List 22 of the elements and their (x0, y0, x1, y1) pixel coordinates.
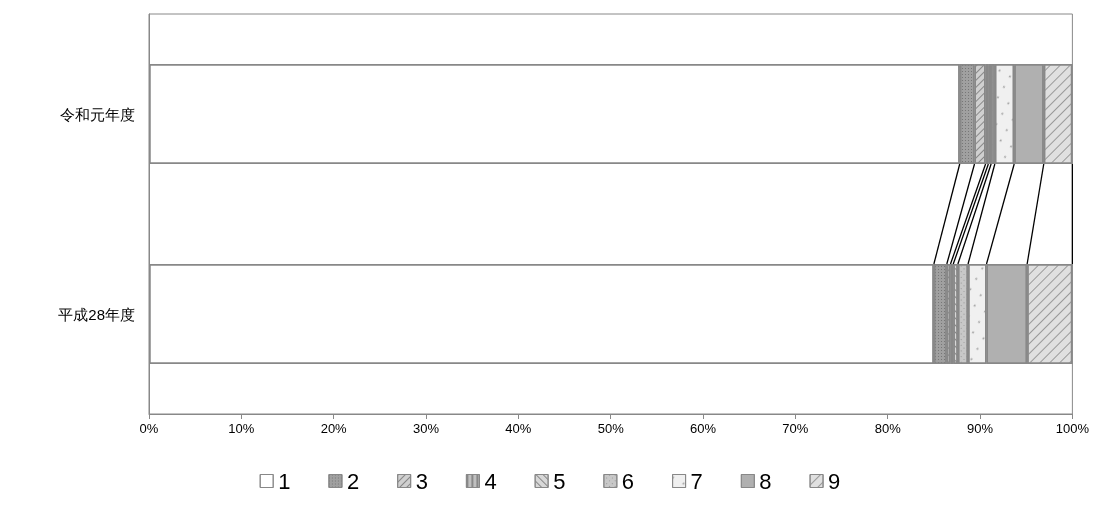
x-tick-label: 100% (1055, 421, 1090, 436)
x-tick-label: 70% (782, 421, 809, 436)
x-tick-label: 60% (690, 421, 717, 436)
x-tick-label: 40% (505, 421, 532, 436)
legend-label: 9 (828, 468, 841, 494)
x-tick-label: 50% (597, 421, 625, 436)
x-tick-label: 20% (320, 421, 348, 436)
legend-label: 2 (346, 468, 360, 494)
legend-label: 4 (484, 468, 497, 494)
legend-label: 3 (415, 468, 428, 494)
x-tick-label: 80% (874, 421, 902, 436)
x-tick-label: 30% (413, 421, 440, 436)
legend-label: 6 (621, 468, 635, 494)
y-tick-label: 平成28年度 (58, 305, 135, 323)
x-tick-label: 10% (228, 421, 255, 436)
legend-label: 1 (278, 468, 291, 494)
x-tick-label: 90% (967, 421, 994, 436)
y-tick-label: 令和元年度 (60, 105, 135, 123)
legend-label: 5 (553, 468, 566, 494)
legend-label: 7 (690, 468, 703, 494)
x-tick-label: 0% (139, 421, 159, 436)
legend-label: 8 (759, 468, 772, 494)
